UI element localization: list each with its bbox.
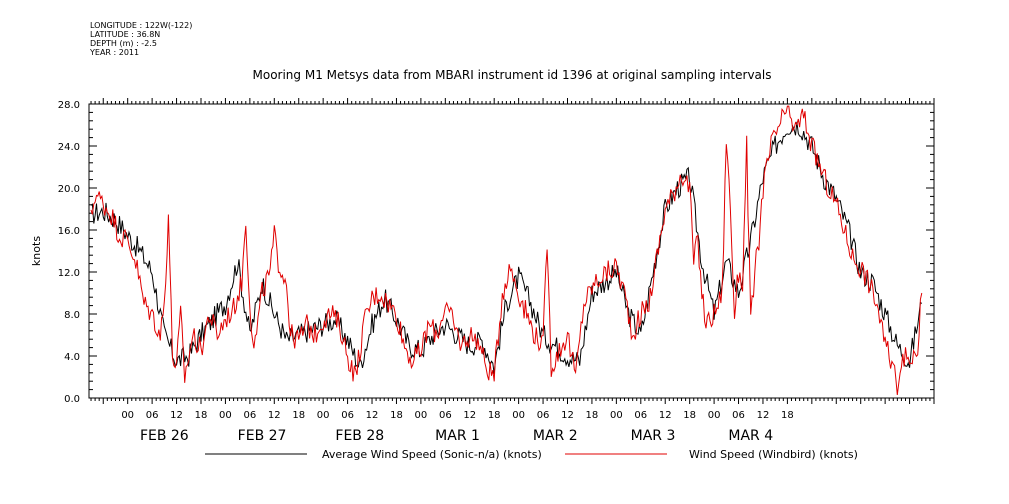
x-hour-tick-label: 18 (488, 410, 501, 421)
y-tick-label: 12.0 (58, 268, 80, 279)
longitude-label: LONGITUDE : 122W(-122) (90, 21, 193, 30)
legend-label-average-wind: Average Wind Speed (Sonic-n/a) (knots) (322, 448, 542, 461)
y-tick-label: 20.0 (58, 184, 80, 195)
y-axis-label: knots (30, 236, 43, 266)
x-day-label: MAR 2 (533, 428, 578, 444)
x-hour-tick-label: 00 (512, 410, 525, 421)
legend: Average Wind Speed (Sonic-n/a) (knots) W… (205, 448, 858, 461)
x-day-label: MAR 1 (435, 428, 480, 444)
year-label: YEAR : 2011 (90, 48, 140, 57)
x-hour-tick-label: 12 (561, 410, 574, 421)
x-hour-tick-label: 00 (708, 410, 721, 421)
x-hour-tick-label: 18 (195, 410, 208, 421)
x-hour-tick-label: 12 (463, 410, 476, 421)
y-tick-label: 8.0 (64, 310, 80, 321)
y-tick-label: 0.0 (64, 394, 80, 405)
chart-title: Mooring M1 Metsys data from MBARI instru… (253, 68, 772, 82)
x-hour-tick-label: 06 (243, 410, 256, 421)
x-hour-tick-label: 00 (121, 410, 134, 421)
metadata-block: LONGITUDE : 122W(-122) LATITUDE : 36.8N … (90, 21, 192, 57)
x-hour-tick-label: 12 (268, 410, 281, 421)
x-day-label: FEB 26 (140, 428, 189, 444)
x-hour-tick-label: 06 (537, 410, 550, 421)
x-hour-tick-label: 12 (170, 410, 183, 421)
x-hour-tick-label: 18 (683, 410, 696, 421)
y-tick-label: 4.0 (64, 352, 80, 363)
x-hour-tick-label: 06 (146, 410, 159, 421)
legend-label-windbird: Wind Speed (Windbird) (knots) (689, 448, 858, 461)
x-day-label: MAR 3 (631, 428, 676, 444)
depth-label: DEPTH (m) : -2.5 (90, 39, 157, 48)
x-hour-tick-label: 18 (390, 410, 403, 421)
y-tick-label: 24.0 (58, 142, 80, 153)
x-hour-tick-label: 12 (757, 410, 770, 421)
x-hour-tick-label: 12 (366, 410, 379, 421)
y-tick-label: 28.0 (58, 100, 80, 111)
x-hour-tick-label: 00 (219, 410, 232, 421)
label-layer: 00 06 12 18 00 06 12 18 00 06 12 18 00 06 12 18 00 06 12 18… (58, 100, 794, 444)
x-hour-tick-label: 00 (317, 410, 330, 421)
tick-layer (89, 98, 935, 404)
x-hour-tick-label: 06 (439, 410, 452, 421)
x-day-label: FEB 28 (335, 428, 384, 444)
x-hour-tick-label: 18 (781, 410, 794, 421)
series-line-average-wind (90, 121, 923, 375)
x-hour-tick-label: 06 (341, 410, 354, 421)
x-hour-tick-label: 06 (732, 410, 745, 421)
series-line-windbird (90, 105, 923, 395)
x-hour-tick-label: 00 (415, 410, 428, 421)
x-day-label: MAR 4 (728, 428, 773, 444)
series-layer (90, 105, 923, 395)
x-hour-tick-label: 00 (610, 410, 623, 421)
x-hour-tick-label: 06 (634, 410, 647, 421)
x-day-label: FEB 27 (238, 428, 287, 444)
plot-frame (88, 103, 935, 399)
x-hour-tick-label: 12 (659, 410, 672, 421)
y-tick-label: 16.0 (58, 226, 80, 237)
x-hour-tick-label: 18 (292, 410, 305, 421)
x-hour-tick-label: 18 (586, 410, 599, 421)
latitude-label: LATITUDE : 36.8N (90, 30, 161, 39)
